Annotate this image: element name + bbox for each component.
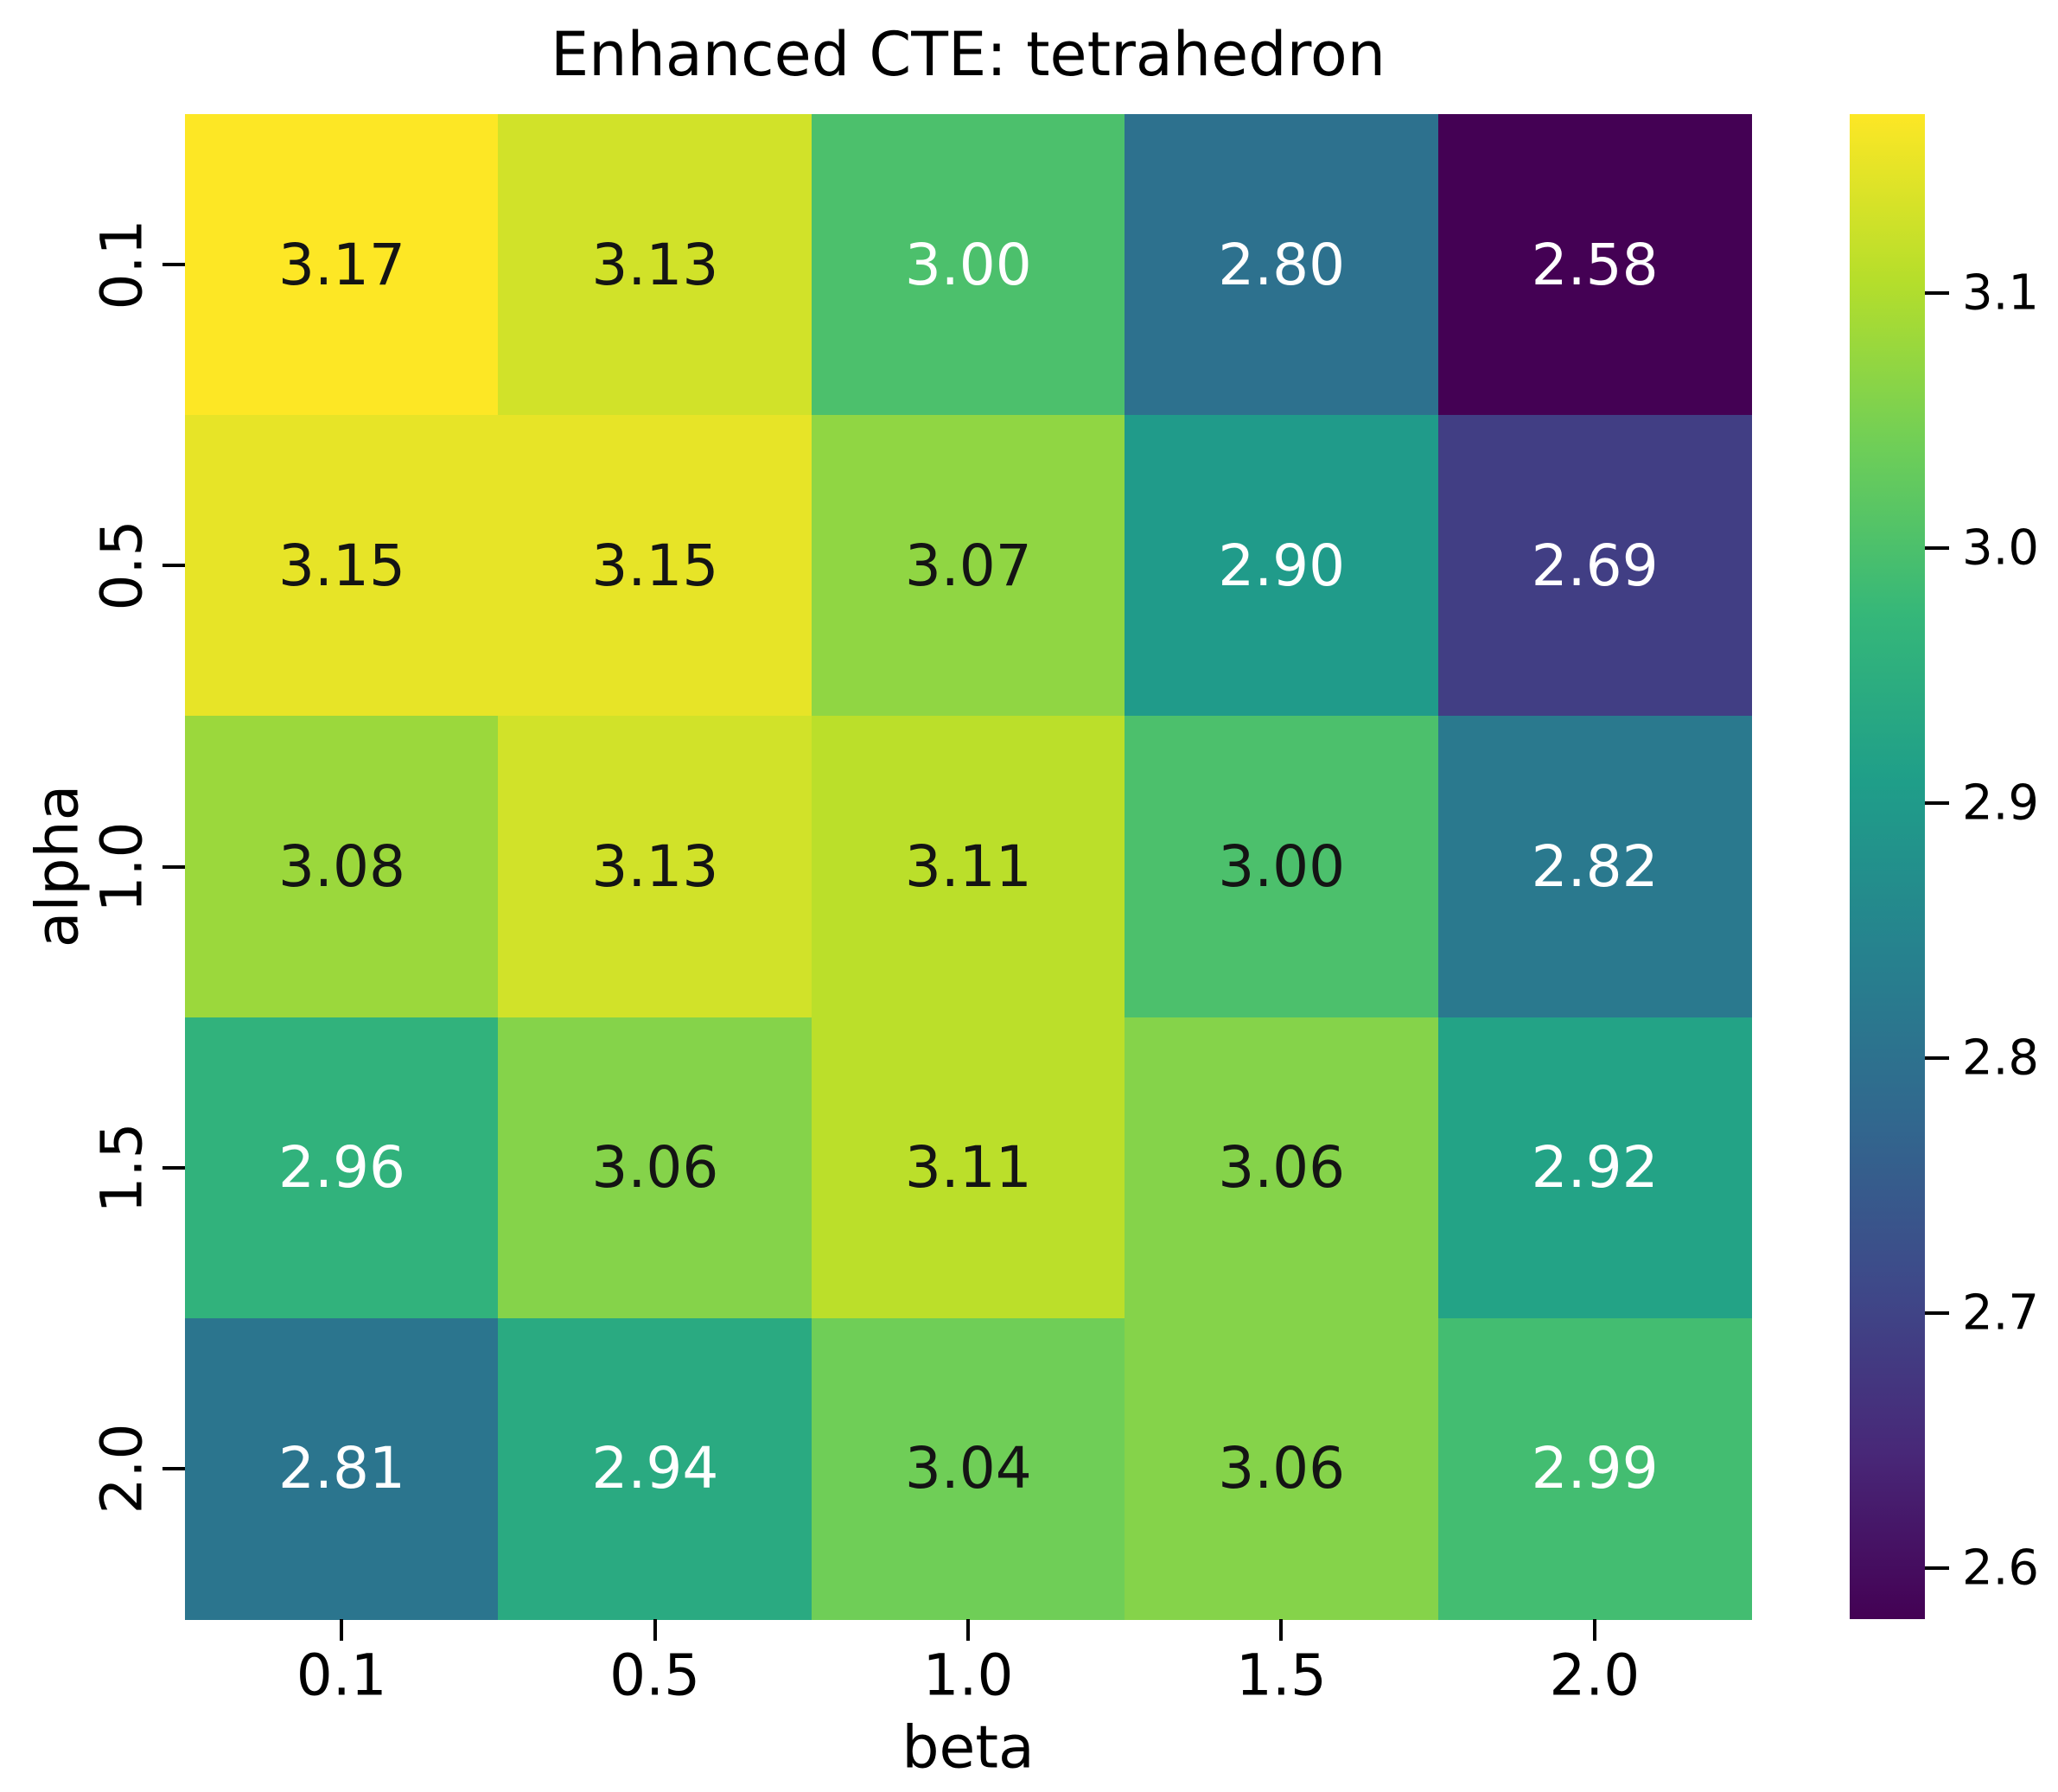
colorbar-tick-label: 3.1 — [1962, 265, 2040, 322]
y-tick-label: 1.0 — [88, 821, 156, 912]
cell-annotation: 3.00 — [1218, 832, 1346, 900]
heatmap-cell: 2.94 — [498, 1317, 812, 1620]
heatmap-cell: 2.58 — [1437, 114, 1752, 416]
cell-annotation: 2.58 — [1531, 231, 1659, 298]
cell-annotation: 2.82 — [1531, 832, 1659, 900]
x-tick-label: 0.1 — [296, 1642, 387, 1709]
cell-annotation: 3.08 — [278, 832, 405, 900]
cell-annotation: 3.04 — [904, 1435, 1032, 1502]
y-axis-label: alpha — [23, 784, 92, 948]
colorbar-tick-label: 2.6 — [1962, 1540, 2040, 1597]
cell-annotation: 2.99 — [1531, 1435, 1659, 1502]
cell-annotation: 3.07 — [904, 532, 1032, 599]
colorbar-tick-label: 2.7 — [1962, 1285, 2040, 1342]
heatmap-cell: 2.92 — [1437, 1017, 1752, 1319]
cell-annotation: 3.15 — [278, 532, 405, 599]
x-tick-label: 1.0 — [922, 1642, 1014, 1709]
heatmap-cell: 2.96 — [185, 1017, 499, 1319]
cell-annotation: 3.11 — [904, 1134, 1032, 1202]
heatmap-cell: 3.15 — [185, 415, 499, 717]
colorbar-tick-mark — [1925, 1566, 1949, 1570]
y-tick-label: 1.5 — [88, 1122, 156, 1214]
heatmap-cell: 2.80 — [1125, 114, 1439, 416]
cell-annotation: 3.06 — [1218, 1134, 1346, 1202]
y-tick-mark — [162, 263, 185, 267]
cell-annotation: 3.15 — [591, 532, 719, 599]
y-tick-mark — [162, 864, 185, 869]
cell-annotation: 3.11 — [904, 832, 1032, 900]
heatmap-cell: 2.82 — [1437, 716, 1752, 1018]
cell-annotation: 2.96 — [278, 1134, 405, 1202]
cell-annotation: 3.06 — [1218, 1435, 1346, 1502]
cell-annotation: 2.69 — [1531, 532, 1659, 599]
x-tick-mark — [653, 1619, 657, 1641]
chart-title: Enhanced CTE: tetrahedron — [550, 19, 1386, 90]
heatmap-cell: 3.11 — [811, 1017, 1125, 1319]
heatmap-cell: 3.17 — [185, 114, 499, 416]
y-tick-label: 0.1 — [88, 219, 156, 310]
cell-annotation: 2.90 — [1218, 532, 1346, 599]
cell-annotation: 3.00 — [904, 231, 1032, 298]
y-tick-mark — [162, 1165, 185, 1170]
colorbar-tick-mark — [1925, 800, 1949, 805]
x-tick-label: 1.5 — [1235, 1642, 1327, 1709]
colorbar-tick-mark — [1925, 1055, 1949, 1060]
x-tick-mark — [340, 1619, 344, 1641]
cell-annotation: 3.13 — [591, 832, 719, 900]
heatmap-cell: 3.06 — [498, 1017, 812, 1319]
x-tick-label: 2.0 — [1549, 1642, 1641, 1709]
cell-annotation: 2.81 — [278, 1435, 405, 1502]
heatmap-cell: 3.13 — [498, 114, 812, 416]
heatmap-cell: 2.99 — [1437, 1317, 1752, 1620]
heatmap-cell: 3.08 — [185, 716, 499, 1018]
colorbar-tick-label: 2.9 — [1962, 775, 2040, 832]
cell-annotation: 2.80 — [1218, 231, 1346, 298]
heatmap-cell: 3.00 — [811, 114, 1125, 416]
heatmap-cell: 3.13 — [498, 716, 812, 1018]
colorbar-tick-mark — [1925, 545, 1949, 550]
x-tick-label: 0.5 — [609, 1642, 701, 1709]
x-tick-mark — [1279, 1619, 1284, 1641]
colorbar-tick-label: 2.8 — [1962, 1030, 2040, 1087]
cell-annotation: 3.13 — [591, 231, 719, 298]
cell-annotation: 2.92 — [1531, 1134, 1659, 1202]
y-tick-mark — [162, 1466, 185, 1470]
y-tick-mark — [162, 564, 185, 568]
heatmap-cell: 2.81 — [185, 1317, 499, 1620]
colorbar-tick-label: 3.0 — [1962, 520, 2040, 577]
cell-annotation: 2.94 — [591, 1435, 719, 1502]
heatmap-cell: 3.00 — [1125, 716, 1439, 1018]
heatmap-cell: 2.90 — [1125, 415, 1439, 717]
colorbar — [1850, 114, 1925, 1619]
heatmap-cell: 3.06 — [1125, 1317, 1439, 1620]
y-tick-label: 0.5 — [88, 520, 156, 611]
cell-annotation: 3.06 — [591, 1134, 719, 1202]
cell-annotation: 3.17 — [278, 231, 405, 298]
x-axis-label: beta — [902, 1713, 1035, 1782]
heatmap-cell: 3.15 — [498, 415, 812, 717]
x-tick-mark — [966, 1619, 970, 1641]
heatmap-cell: 3.07 — [811, 415, 1125, 717]
y-tick-label: 2.0 — [88, 1423, 156, 1515]
heatmap-cell: 3.11 — [811, 716, 1125, 1018]
x-tick-mark — [1592, 1619, 1596, 1641]
colorbar-tick-mark — [1925, 1311, 1949, 1315]
heatmap-cell: 2.69 — [1437, 415, 1752, 717]
heatmap-cell: 3.04 — [811, 1317, 1125, 1620]
heatmap-cell: 3.06 — [1125, 1017, 1439, 1319]
colorbar-tick-mark — [1925, 290, 1949, 295]
